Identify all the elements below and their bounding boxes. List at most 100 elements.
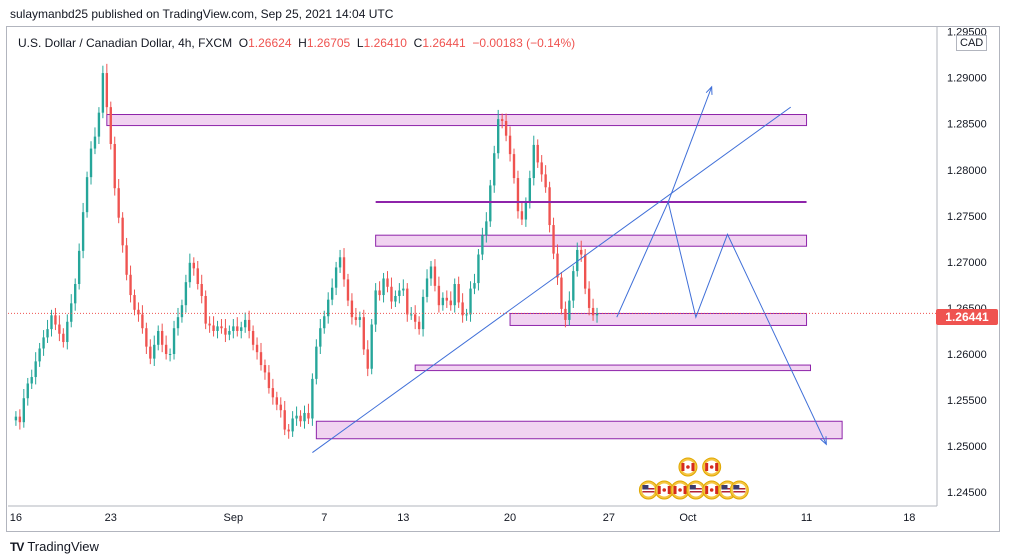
price-tick-label: 1.28000 bbox=[947, 165, 987, 177]
arrow-up-head bbox=[705, 85, 713, 95]
candle-body bbox=[485, 221, 488, 236]
time-tick-label: 11 bbox=[801, 512, 812, 524]
candle-body bbox=[228, 330, 231, 335]
candle-body bbox=[89, 148, 93, 178]
candle-body bbox=[473, 283, 476, 289]
canada-flag-icon bbox=[670, 480, 690, 500]
currency-label[interactable]: CAD bbox=[956, 35, 988, 51]
candle-body bbox=[591, 307, 595, 316]
candle-body bbox=[425, 278, 429, 297]
candle-body bbox=[516, 178, 520, 212]
publisher-header: sulaymanbd25 published on TradingView.co… bbox=[10, 7, 394, 21]
candle-body bbox=[512, 154, 516, 179]
candle-body bbox=[398, 290, 401, 296]
flag-bar bbox=[683, 486, 687, 494]
canada-flag-icon bbox=[678, 457, 698, 477]
sr-zone bbox=[509, 312, 808, 326]
candle-body bbox=[22, 398, 25, 423]
candle-body bbox=[188, 262, 192, 283]
flag-stripe bbox=[721, 491, 734, 493]
candle-body bbox=[548, 187, 551, 226]
candle-body bbox=[172, 328, 176, 355]
candle-body bbox=[583, 254, 587, 289]
candle-body bbox=[184, 282, 188, 306]
time-tick-label: 7 bbox=[321, 512, 327, 524]
flag-bar bbox=[705, 463, 709, 471]
candle-body bbox=[334, 267, 338, 288]
candle-body bbox=[224, 328, 227, 335]
flag-bar bbox=[705, 486, 709, 494]
candle-body bbox=[121, 217, 124, 246]
candle-body bbox=[319, 328, 322, 347]
candle-body bbox=[259, 352, 263, 366]
canada-flag-icon bbox=[654, 480, 674, 500]
candle-body bbox=[212, 325, 215, 331]
candle-body bbox=[133, 295, 136, 310]
candle-body bbox=[382, 278, 385, 296]
time-tick-label: Oct bbox=[679, 512, 696, 524]
footer[interactable]: TV TradingView bbox=[10, 539, 99, 554]
candle-body bbox=[457, 284, 460, 303]
candle-body bbox=[113, 143, 116, 189]
candle-body bbox=[58, 324, 61, 334]
candle-body bbox=[283, 410, 286, 430]
candle-body bbox=[93, 136, 97, 149]
candle-body bbox=[220, 326, 223, 329]
price-tick-label: 1.27500 bbox=[947, 211, 987, 223]
sr-zone bbox=[315, 420, 843, 440]
candle-body bbox=[200, 284, 203, 296]
flag-canton bbox=[733, 485, 740, 490]
flag-stripe bbox=[733, 491, 746, 493]
candle-body bbox=[500, 119, 504, 121]
price-axis: 1.295001.290001.285001.280001.275001.270… bbox=[936, 27, 987, 506]
candle-body bbox=[291, 418, 294, 432]
sr-zone bbox=[375, 234, 808, 247]
flag-bar bbox=[691, 463, 695, 471]
candle-body bbox=[303, 412, 306, 422]
candle-body bbox=[556, 253, 559, 278]
high-label: H bbox=[298, 36, 307, 50]
candle-body bbox=[568, 300, 571, 320]
candle-body bbox=[580, 249, 583, 255]
candle-body bbox=[26, 383, 29, 399]
price-tick-label: 1.29000 bbox=[947, 73, 987, 85]
candle-body bbox=[390, 286, 393, 302]
candle-body bbox=[38, 348, 41, 362]
candle-body bbox=[81, 212, 85, 251]
candle-body bbox=[552, 225, 555, 254]
candle-body bbox=[469, 288, 472, 315]
candle-body bbox=[295, 415, 298, 419]
candle-body bbox=[327, 299, 330, 317]
projection-path bbox=[616, 200, 827, 445]
candle-body bbox=[311, 378, 314, 419]
candle-body bbox=[232, 326, 235, 331]
chart-frame bbox=[6, 26, 1000, 532]
flag-canton bbox=[689, 485, 696, 490]
candle-body bbox=[105, 73, 109, 108]
candle-body bbox=[497, 119, 500, 154]
economic-events-layer bbox=[638, 457, 749, 500]
candle-body bbox=[410, 314, 413, 316]
flag-stripe bbox=[689, 491, 702, 493]
candle-body bbox=[374, 290, 377, 325]
us-flag-icon bbox=[729, 480, 749, 500]
sr-zone bbox=[414, 364, 811, 372]
candle-body bbox=[386, 278, 389, 287]
projection-up bbox=[667, 86, 713, 203]
us-flag-icon bbox=[686, 480, 706, 500]
candle-body bbox=[141, 314, 144, 329]
candle-body bbox=[477, 254, 480, 284]
candle-body bbox=[429, 266, 433, 279]
candle-body bbox=[216, 326, 219, 331]
candle-body bbox=[540, 162, 543, 175]
high-value: 1.26705 bbox=[306, 36, 351, 50]
candle-body bbox=[157, 330, 160, 345]
low-value: 1.26410 bbox=[363, 36, 407, 50]
candle-body bbox=[180, 305, 184, 318]
flag-bar bbox=[657, 486, 661, 494]
maple-leaf bbox=[686, 465, 690, 469]
price-tick-label: 1.25000 bbox=[947, 441, 987, 453]
candle-body bbox=[524, 202, 528, 220]
candle-body bbox=[153, 344, 156, 359]
